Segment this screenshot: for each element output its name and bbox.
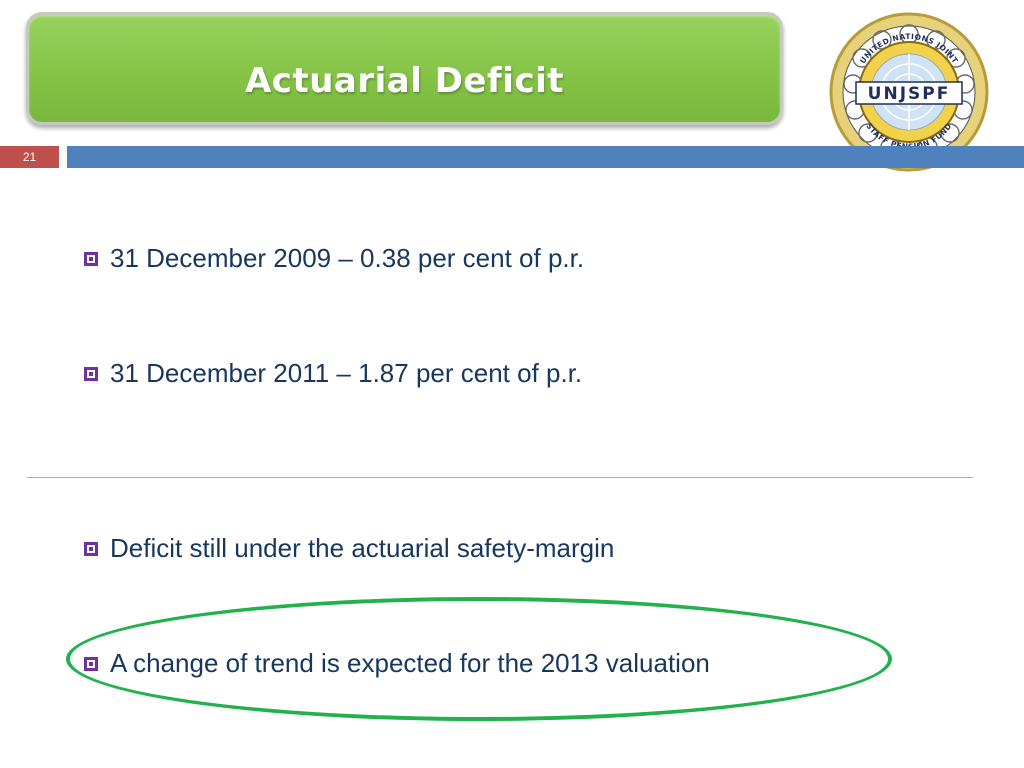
slide-number: 21 <box>0 146 59 168</box>
slide-title: Actuarial Deficit <box>244 61 564 101</box>
square-bullet-icon <box>84 366 98 381</box>
bullet-text: Deficit still under the actuarial safety… <box>110 533 615 563</box>
square-bullet-icon <box>84 251 98 266</box>
square-bullet-icon <box>84 541 98 556</box>
bullet-item: Deficit still under the actuarial safety… <box>84 533 614 564</box>
bullet-text: 31 December 2011 – 1.87 per cent of p.r. <box>110 358 583 388</box>
bullet-item: 31 December 2009 – 0.38 per cent of p.r. <box>84 243 584 274</box>
highlight-ellipse <box>66 597 892 721</box>
bullet-item: 31 December 2011 – 1.87 per cent of p.r. <box>84 358 582 389</box>
svg-text:UNJSPF: UNJSPF <box>868 84 951 104</box>
title-banner: Actuarial Deficit <box>26 12 783 125</box>
header-bar <box>67 146 1024 168</box>
section-divider <box>27 477 973 478</box>
bullet-text: 31 December 2009 – 0.38 per cent of p.r. <box>110 243 585 273</box>
